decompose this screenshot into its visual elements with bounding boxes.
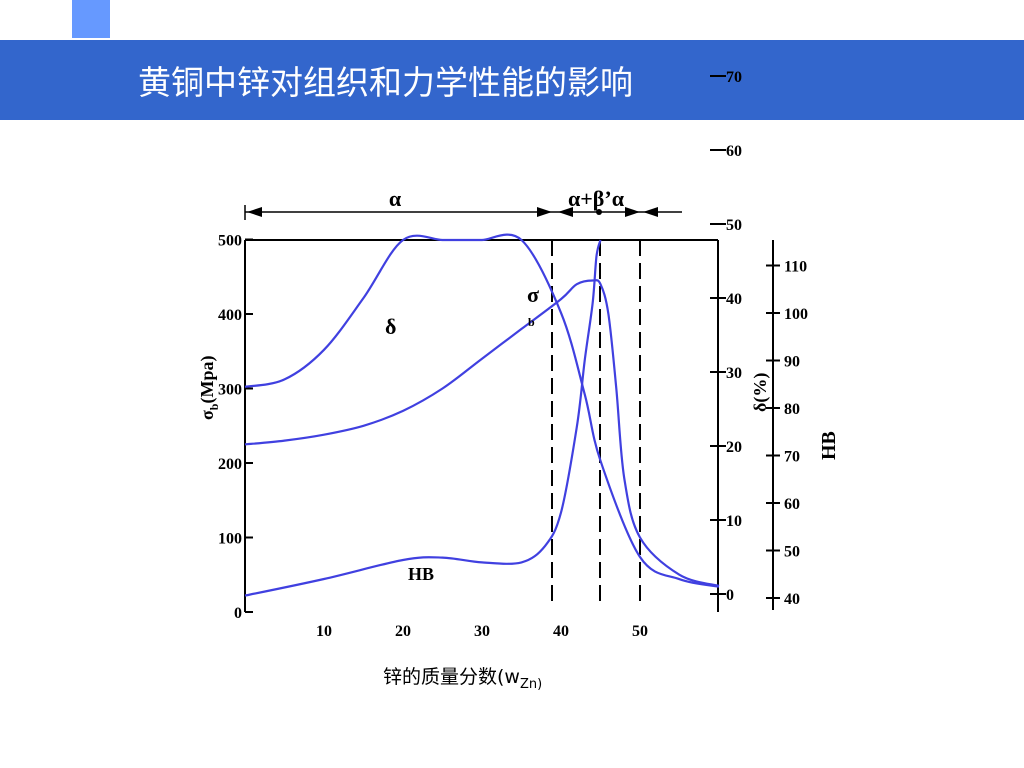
hb-tick-label-80: 80	[784, 401, 800, 418]
x-tick-label-50: 50	[632, 623, 648, 640]
delta-tick-label-20: 20	[726, 439, 742, 456]
deco-square-top-dark	[72, 0, 110, 38]
delta-tick-label-70: 70	[726, 69, 742, 86]
curve-label-sigma-sub: b	[528, 315, 535, 329]
phase-label-alpha: α	[389, 186, 402, 211]
left-axis-label: σb(Mpa)	[197, 356, 221, 420]
left-tick-label-400: 400	[218, 307, 242, 324]
delta-tick-label-30: 30	[726, 365, 742, 382]
phase-arrow-right	[643, 207, 658, 217]
delta-tick-label-0: 0	[726, 587, 734, 604]
series-line-delta	[244, 233, 720, 588]
delta-tick-label-50: 50	[726, 217, 742, 234]
series-line-sigma	[244, 279, 720, 587]
hb-tick-label-40: 40	[784, 591, 800, 608]
x-axis-label: 锌的质量分数(wZn)	[383, 662, 542, 692]
x-tick-label-20: 20	[395, 623, 411, 640]
left-tick-label-300: 300	[218, 382, 242, 399]
x-axis-label-text: 锌的质量分数(w	[383, 666, 520, 688]
hb-tick-label-50: 50	[784, 544, 800, 561]
curve-label-delta: δ	[385, 314, 396, 339]
hb-tick-label-90: 90	[784, 354, 800, 371]
hb-axis-label: HB	[818, 431, 840, 460]
hb-tick-label-100: 100	[784, 306, 808, 323]
series-line-hb	[244, 239, 602, 597]
hb-tick-label-110: 110	[784, 259, 807, 276]
title-bar	[0, 40, 1024, 120]
x-tick-label-30: 30	[474, 623, 490, 640]
phase-arrow-mix-start	[558, 207, 573, 217]
x-axis-label-subscript: Zn)	[519, 676, 543, 692]
curve-label-hb: HB	[408, 564, 434, 584]
phase-arrow-mix-end	[625, 207, 640, 217]
left-tick-label-100: 100	[218, 531, 242, 548]
left-tick-label-0: 0	[234, 605, 242, 622]
x-tick-label-40: 40	[553, 623, 569, 640]
phase-arrow-left	[247, 207, 262, 217]
delta-tick-label-60: 60	[726, 143, 742, 160]
left-tick-label-200: 200	[218, 456, 242, 473]
phase-label-mixed: α+β’α	[568, 186, 625, 211]
curve-label-sigma: σ	[527, 282, 539, 307]
x-tick-label-10: 10	[316, 623, 332, 640]
delta-axis-label: δ(%)	[750, 373, 771, 412]
hb-tick-label-70: 70	[784, 449, 800, 466]
left-tick-label-500: 500	[218, 233, 242, 250]
phase-arrow-alpha-end	[537, 207, 552, 217]
phase-dot	[596, 209, 602, 215]
delta-tick-label-40: 40	[726, 291, 742, 308]
slide-title: 黄铜中锌对组织和力学性能的影响	[138, 63, 633, 102]
hb-tick-label-60: 60	[784, 496, 800, 513]
delta-tick-label-10: 10	[726, 513, 742, 530]
